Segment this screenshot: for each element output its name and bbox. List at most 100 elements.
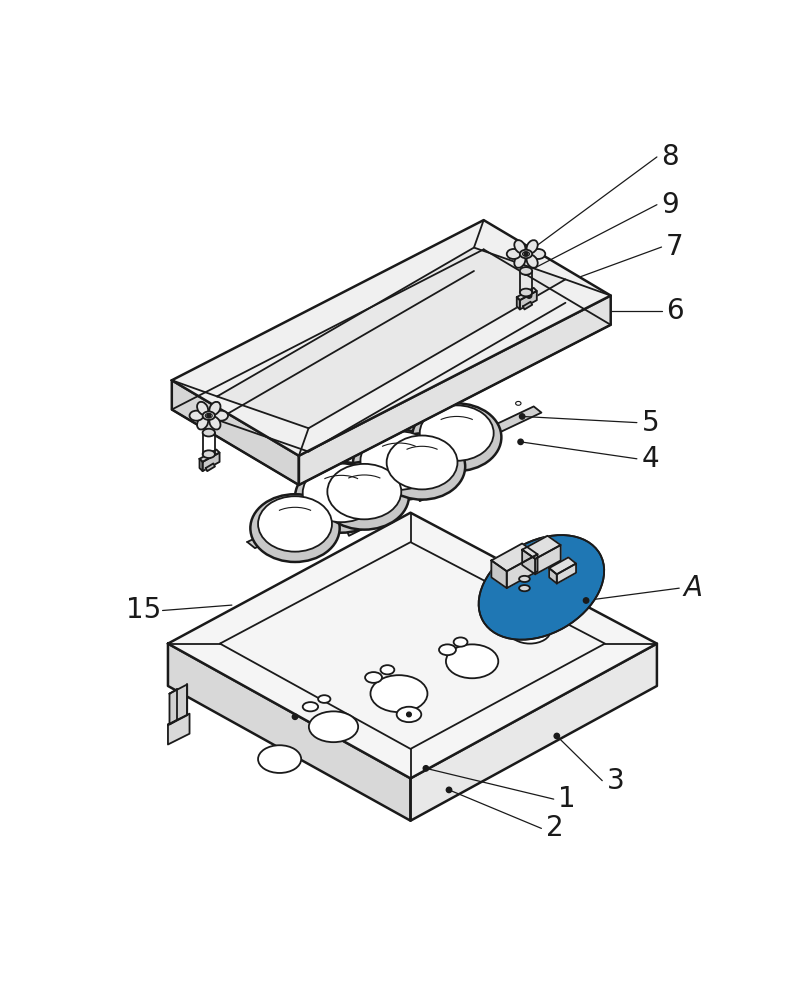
Ellipse shape: [446, 644, 498, 678]
Ellipse shape: [327, 464, 401, 519]
Text: 5: 5: [641, 409, 658, 437]
Ellipse shape: [520, 289, 532, 296]
Polygon shape: [199, 459, 202, 471]
Ellipse shape: [508, 617, 550, 644]
Polygon shape: [247, 406, 540, 548]
Ellipse shape: [318, 695, 330, 703]
Ellipse shape: [515, 401, 520, 405]
Polygon shape: [535, 545, 560, 574]
Polygon shape: [516, 297, 520, 309]
Polygon shape: [172, 220, 610, 456]
Polygon shape: [516, 288, 536, 300]
Polygon shape: [506, 554, 537, 588]
Polygon shape: [520, 291, 536, 309]
Polygon shape: [329, 478, 364, 536]
Polygon shape: [169, 684, 187, 724]
Polygon shape: [491, 560, 506, 588]
Ellipse shape: [303, 702, 318, 711]
Polygon shape: [299, 296, 610, 485]
Text: 2: 2: [545, 814, 563, 842]
Polygon shape: [521, 536, 560, 559]
Ellipse shape: [320, 462, 409, 530]
Ellipse shape: [261, 535, 267, 539]
Circle shape: [553, 733, 559, 739]
Ellipse shape: [526, 255, 537, 268]
Polygon shape: [206, 463, 214, 471]
Ellipse shape: [202, 411, 214, 420]
Ellipse shape: [453, 637, 467, 647]
Text: 9: 9: [661, 191, 679, 219]
Ellipse shape: [258, 745, 301, 773]
Ellipse shape: [411, 403, 501, 471]
Polygon shape: [172, 380, 299, 485]
Ellipse shape: [506, 249, 520, 259]
Ellipse shape: [519, 585, 529, 591]
Ellipse shape: [378, 433, 465, 500]
Ellipse shape: [202, 450, 214, 458]
Text: 4: 4: [641, 445, 658, 473]
Ellipse shape: [353, 430, 445, 500]
Ellipse shape: [380, 665, 393, 674]
Circle shape: [524, 252, 528, 256]
Polygon shape: [548, 557, 575, 574]
Text: 15: 15: [125, 596, 161, 624]
Ellipse shape: [438, 644, 455, 655]
Ellipse shape: [396, 707, 421, 722]
Text: 6: 6: [666, 297, 683, 325]
Text: 8: 8: [661, 143, 679, 171]
Circle shape: [583, 598, 588, 603]
Circle shape: [519, 414, 524, 419]
Ellipse shape: [209, 417, 220, 430]
Ellipse shape: [190, 411, 203, 421]
Ellipse shape: [419, 405, 493, 461]
Ellipse shape: [197, 417, 208, 430]
Ellipse shape: [258, 496, 332, 552]
Ellipse shape: [205, 413, 212, 418]
Polygon shape: [199, 450, 219, 462]
Circle shape: [292, 714, 297, 719]
Polygon shape: [168, 644, 410, 821]
Circle shape: [446, 787, 451, 793]
Text: 7: 7: [666, 233, 683, 261]
Ellipse shape: [197, 402, 208, 415]
Polygon shape: [491, 544, 537, 571]
Polygon shape: [556, 564, 575, 584]
Ellipse shape: [308, 711, 357, 742]
Ellipse shape: [514, 255, 524, 268]
Ellipse shape: [214, 411, 228, 421]
Ellipse shape: [250, 494, 339, 562]
Ellipse shape: [295, 462, 387, 533]
Ellipse shape: [202, 429, 214, 436]
Polygon shape: [168, 714, 190, 744]
Circle shape: [523, 270, 528, 275]
Circle shape: [526, 293, 531, 298]
Polygon shape: [401, 443, 434, 501]
Ellipse shape: [526, 240, 537, 253]
Circle shape: [206, 414, 210, 418]
Ellipse shape: [386, 436, 457, 489]
Ellipse shape: [407, 471, 413, 475]
Text: 3: 3: [606, 767, 624, 795]
Ellipse shape: [365, 672, 381, 683]
Ellipse shape: [531, 249, 544, 259]
Polygon shape: [217, 248, 565, 428]
Ellipse shape: [209, 402, 220, 415]
Polygon shape: [521, 550, 535, 574]
Polygon shape: [410, 644, 656, 821]
Ellipse shape: [330, 508, 336, 512]
Ellipse shape: [520, 267, 532, 275]
Ellipse shape: [514, 240, 524, 253]
Polygon shape: [168, 513, 656, 778]
Ellipse shape: [522, 252, 529, 256]
Polygon shape: [202, 453, 219, 471]
Ellipse shape: [519, 576, 529, 582]
Circle shape: [406, 712, 411, 717]
Circle shape: [517, 439, 523, 445]
Ellipse shape: [478, 535, 603, 640]
Text: A: A: [683, 574, 702, 602]
Ellipse shape: [370, 675, 427, 712]
Circle shape: [422, 766, 428, 771]
Polygon shape: [548, 568, 556, 584]
Polygon shape: [522, 302, 532, 309]
Ellipse shape: [303, 464, 379, 522]
